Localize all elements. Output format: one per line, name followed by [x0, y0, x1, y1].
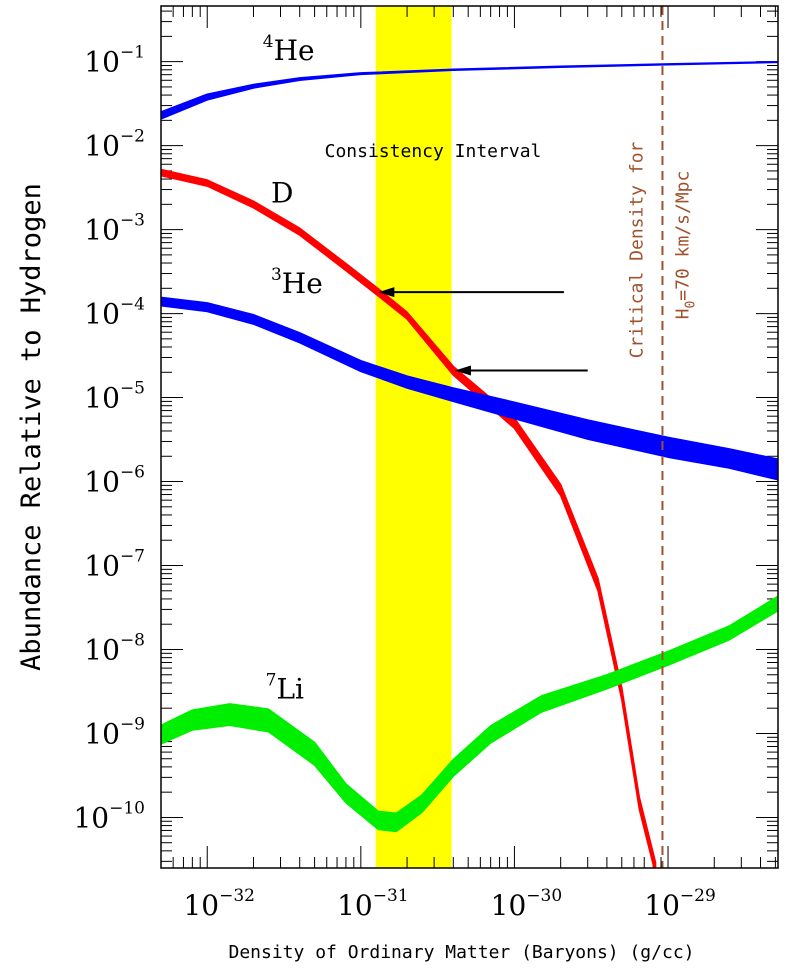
critical-density-label-line2: H0=70 km/s/Mpc [672, 171, 698, 320]
series-layer [161, 60, 778, 868]
series-band-1 [161, 168, 657, 868]
labels-layer: 10−32 10−31 10−30 10−2910−110−210−310−410−5… [73, 32, 715, 922]
y-tick-exponent: −9 [120, 714, 145, 734]
y-tick-label: 10−6 [84, 463, 145, 499]
critical-density-h-value: =70 km/s/Mpc [672, 171, 693, 301]
x-tick-exponent: −29 [680, 886, 716, 906]
consistency-interval-label: Consistency Interval [325, 141, 542, 162]
species-label: 7Li [266, 671, 304, 706]
x-tick-label: 10−32 [183, 886, 255, 922]
x-tick-exponent: −32 [219, 886, 255, 906]
species-name: He [274, 34, 315, 67]
species-mass-number: 4 [263, 32, 274, 52]
x-tick-mantissa: 10 [644, 889, 680, 922]
species-label: 4He [263, 32, 315, 67]
x-tick-mantissa: 10 [183, 889, 219, 922]
x-tick-label: 10−31 [337, 886, 409, 922]
y-tick-label: 10−9 [84, 714, 145, 750]
x-tick-label: 10−29 [644, 886, 716, 922]
species-label: 3He [271, 265, 323, 300]
x-axis-title: Density of Ordinary Matter (Baryons) (g/… [229, 942, 695, 963]
arrow-head-0 [378, 287, 395, 298]
annotations-layer [378, 6, 664, 868]
y-tick-mantissa: 10 [84, 130, 120, 163]
critical-density-h-subscript: 0 [683, 301, 698, 309]
x-tick-mantissa: 10 [337, 889, 373, 922]
y-tick-exponent: −4 [120, 295, 145, 315]
y-tick-exponent: −5 [120, 379, 145, 399]
plot-frame [160, 5, 779, 869]
y-tick-mantissa: 10 [84, 550, 120, 583]
x-tick-label: 10−30 [491, 886, 563, 922]
y-tick-exponent: −6 [120, 463, 145, 483]
y-tick-label: 10−1 [84, 43, 145, 79]
species-label: D [271, 177, 293, 210]
critical-density-h: H [672, 309, 693, 320]
species-mass-number: 3 [271, 265, 282, 285]
ticks-layer [160, 6, 778, 868]
y-tick-label: 10−8 [84, 630, 145, 666]
y-tick-label: 10−2 [84, 127, 145, 163]
critical-density-label-line1: Critical Density for [626, 141, 647, 358]
species-name: He [282, 267, 323, 300]
y-tick-label: 10−4 [84, 295, 145, 331]
series-band-3 [161, 595, 778, 833]
y-axis-title: Abundance Relative to Hydrogen [16, 183, 47, 671]
species-name: Li [276, 673, 304, 706]
y-tick-mantissa: 10 [84, 46, 120, 79]
x-tick-mantissa: 10 [491, 889, 527, 922]
species-name: D [271, 177, 293, 210]
series-band-0 [161, 60, 778, 120]
y-tick-exponent: −2 [120, 127, 145, 147]
consistency-band [375, 6, 452, 868]
y-tick-label: 10−7 [84, 547, 145, 583]
y-tick-mantissa: 10 [73, 801, 109, 834]
y-tick-mantissa: 10 [84, 214, 120, 247]
y-tick-exponent: −10 [109, 798, 145, 818]
y-tick-mantissa: 10 [84, 717, 120, 750]
y-tick-label: 10−10 [73, 798, 145, 834]
y-tick-exponent: −3 [120, 211, 145, 231]
y-tick-mantissa: 10 [84, 633, 120, 666]
y-tick-mantissa: 10 [84, 298, 120, 331]
y-tick-label: 10−3 [84, 211, 145, 247]
series-band-2 [161, 296, 778, 481]
y-tick-exponent: −7 [120, 547, 145, 567]
x-tick-exponent: −31 [373, 886, 409, 906]
arrow-head-1 [454, 365, 471, 376]
y-tick-label: 10−5 [84, 379, 145, 415]
x-tick-exponent: −30 [526, 886, 562, 906]
y-tick-mantissa: 10 [84, 382, 120, 415]
y-tick-exponent: −8 [120, 630, 145, 650]
series-clip-group [161, 60, 778, 868]
y-tick-mantissa: 10 [84, 466, 120, 499]
consistency-band-layer [375, 6, 452, 868]
y-tick-exponent: −1 [120, 43, 145, 63]
species-mass-number: 7 [266, 671, 277, 691]
